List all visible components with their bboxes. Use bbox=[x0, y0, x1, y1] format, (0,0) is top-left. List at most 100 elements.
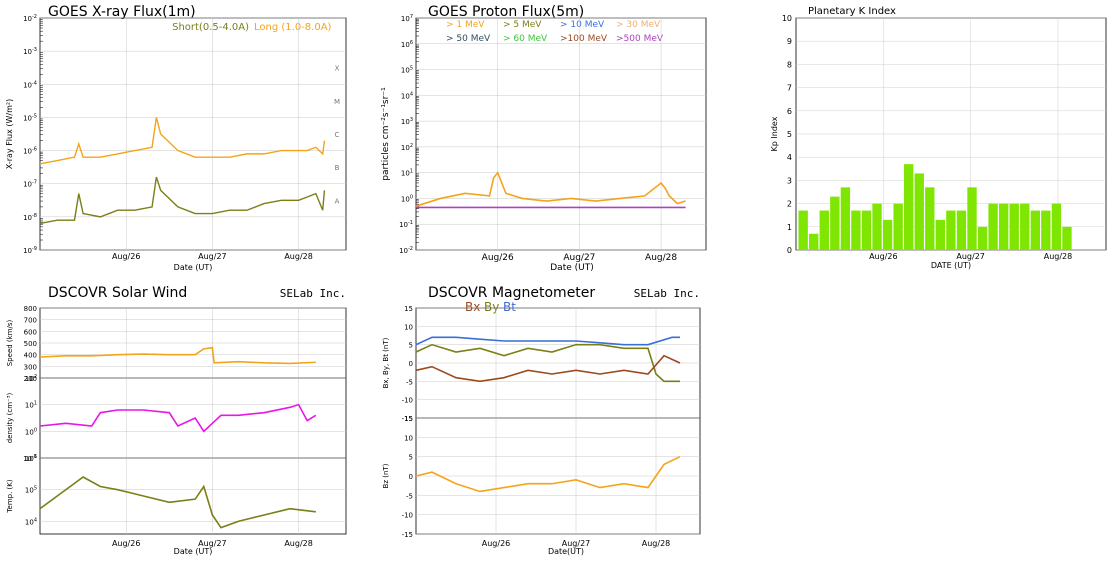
kp-bar bbox=[819, 210, 829, 250]
xray-legend-short: Short(0.5-4.0A) bbox=[172, 22, 249, 33]
solarwind-x-axis: Aug/26 Aug/27 Aug/28 bbox=[112, 539, 313, 548]
kp-y-tick-label: 3 bbox=[787, 176, 792, 185]
kp-ylabel: Kp Index bbox=[770, 116, 779, 151]
solarwind-subplot-frame bbox=[39, 457, 347, 535]
solarwind-y-tick-label: 10-1 bbox=[23, 454, 37, 463]
magnetometer-y-tick-label: -10 bbox=[402, 397, 413, 405]
proton-chart: GOES Proton Flux(5m) > 1 MeV > 5 MeV > 10 … bbox=[381, 4, 707, 272]
kp-x-tick-label: Aug/26 bbox=[869, 252, 898, 261]
proton-title: GOES Proton Flux(5m) bbox=[428, 4, 584, 20]
solarwind-xlabel: Date (UT) bbox=[174, 547, 213, 556]
magnetometer-y-tick-label: -10 bbox=[402, 512, 413, 520]
kp-y-tick-label: 4 bbox=[787, 153, 792, 162]
magnetometer-y-tick-label: 10 bbox=[404, 323, 413, 331]
magnetometer-x-tick-label: Aug/28 bbox=[642, 539, 671, 548]
magnetometer-credit: SELab Inc. bbox=[634, 287, 700, 300]
kp-bar bbox=[904, 164, 914, 250]
kp-bar bbox=[1051, 203, 1062, 250]
xray-y-tick-label: 10-9 bbox=[23, 246, 37, 255]
proton-y-tick-label: 107 bbox=[401, 14, 413, 23]
proton-legend-item: > 10 MeV bbox=[560, 20, 605, 30]
solarwind-y-tick-label: 106 bbox=[25, 454, 37, 463]
kp-y-tick-label: 10 bbox=[782, 14, 792, 23]
magnetometer-y-tick-label: 5 bbox=[409, 454, 413, 462]
mag-legend-bx: Bx bbox=[465, 300, 480, 314]
xray-x-tick-label: Aug/28 bbox=[284, 252, 313, 261]
kp-bar bbox=[1041, 210, 1051, 250]
solarwind-y-tick-label: 200 bbox=[24, 375, 37, 383]
solarwind-subplot-ylabel: Speed (km/s) bbox=[6, 319, 14, 366]
xray-class-label: C bbox=[335, 131, 340, 139]
solarwind-y-tick-label: 104 bbox=[25, 517, 37, 526]
xray-ylabel: X-ray Flux (W/m²) bbox=[5, 99, 14, 169]
xray-class-labels: X M C B A bbox=[334, 65, 340, 206]
kp-bar bbox=[809, 233, 819, 250]
xray-chart: GOES X-ray Flux(1m) Short(0.5-4.0A) Long… bbox=[5, 4, 347, 272]
solarwind-y-tick-label: 700 bbox=[24, 317, 37, 325]
proton-x-tick-label: Aug/28 bbox=[645, 253, 677, 263]
kp-y-tick-label: 7 bbox=[787, 84, 792, 93]
magnetometer-subplots: -15 -10 -5 0 5 10 15 Bx, By, Bt (nT) -15 -10 -5 0 5 1… bbox=[382, 305, 701, 539]
kp-x-tick-label: Aug/27 bbox=[956, 252, 985, 261]
solarwind-series-line bbox=[39, 476, 316, 529]
magnetometer-y-tick-label: -5 bbox=[406, 492, 413, 500]
magnetometer-y-tick-label: 15 bbox=[404, 415, 413, 423]
xray-class-label: B bbox=[335, 164, 340, 172]
proton-y-tick-label: 105 bbox=[401, 66, 413, 75]
solarwind-subplot-ylabel: Temp. (K) bbox=[6, 479, 14, 513]
kp-bar bbox=[935, 219, 946, 250]
kp-bar bbox=[967, 187, 977, 250]
magnetometer-legend: Bx By Bt bbox=[465, 300, 516, 314]
kp-y-tick-label: 6 bbox=[787, 107, 792, 116]
magnetometer-y-tick-label: 15 bbox=[404, 305, 413, 313]
solarwind-y-tick-label: 105 bbox=[25, 486, 37, 495]
proton-plot-area bbox=[415, 17, 707, 251]
proton-legend-item: > 50 MeV bbox=[446, 34, 491, 44]
proton-series-line bbox=[415, 171, 686, 207]
xray-y-tick-label: 10-2 bbox=[23, 14, 37, 23]
xray-series-line bbox=[39, 176, 326, 225]
solarwind-y-tick-label: 500 bbox=[24, 340, 37, 348]
xray-y-axis: 10-9 10-8 10-7 10-6 10-5 10-4 10-3 10-2 bbox=[23, 14, 43, 255]
magnetometer-xlabel: Date(UT) bbox=[548, 547, 584, 556]
proton-y-tick-label: 10-1 bbox=[399, 220, 413, 229]
xray-legend-long: Long (1.0-8.0A) bbox=[254, 22, 332, 33]
kp-title: Planetary K Index bbox=[808, 6, 896, 17]
kp-bars bbox=[798, 164, 1072, 250]
proton-y-tick-label: 106 bbox=[401, 40, 413, 49]
kp-bar bbox=[840, 187, 851, 250]
proton-y-tick-label: 103 bbox=[401, 117, 413, 126]
magnetometer-title: DSCOVR Magnetometer bbox=[428, 285, 595, 301]
kp-bar bbox=[893, 203, 903, 250]
magnetometer-y-tick-label: 10 bbox=[404, 434, 413, 442]
kp-bar bbox=[1020, 203, 1030, 250]
proton-legend: > 1 MeV > 5 MeV > 10 MeV > 30 MeV > 50 MeV > … bbox=[446, 20, 664, 44]
kp-y-tick-label: 2 bbox=[787, 200, 792, 209]
kp-bar bbox=[1062, 226, 1072, 250]
xray-xlabel: Date (UT) bbox=[174, 263, 213, 272]
xray-y-tick-label: 10-7 bbox=[23, 180, 37, 189]
magnetometer-x-tick-label: Aug/26 bbox=[482, 539, 511, 548]
magnetometer-series-line bbox=[415, 343, 680, 383]
solarwind-series-line bbox=[39, 403, 317, 433]
kp-bar bbox=[830, 196, 840, 250]
kp-y-tick-label: 5 bbox=[787, 130, 792, 139]
xray-series-line bbox=[39, 117, 326, 165]
proton-y-axis: 10-2 10-1 100 101 102 103 104 105 106 107 bbox=[399, 14, 419, 255]
kp-x-axis: Aug/26 Aug/27 Aug/28 bbox=[869, 252, 1072, 261]
kp-xlabel: DATE (UT) bbox=[931, 261, 971, 270]
solarwind-subplot-ylabel: density (cm⁻³) bbox=[6, 392, 14, 443]
magnetometer-y-tick-label: -5 bbox=[406, 378, 413, 386]
solarwind-y-tick-label: 600 bbox=[24, 328, 37, 336]
xray-series bbox=[39, 117, 326, 225]
magnetometer-chart: DSCOVR Magnetometer SELab Inc. Bx By Bt … bbox=[382, 285, 701, 556]
solarwind-y-tick-label: 300 bbox=[24, 363, 37, 371]
kp-bar bbox=[914, 173, 924, 250]
proton-y-tick-label: 102 bbox=[401, 143, 413, 152]
proton-ylabel: particles cm⁻²s⁻¹sr⁻¹ bbox=[381, 87, 391, 181]
magnetometer-x-tick-label: Aug/27 bbox=[562, 539, 591, 548]
magnetometer-x-axis: Aug/26 Aug/27 Aug/28 bbox=[482, 539, 671, 548]
xray-legend: Short(0.5-4.0A) Long (1.0-8.0A) bbox=[172, 22, 331, 33]
proton-x-tick-label: Aug/26 bbox=[482, 253, 514, 263]
solarwind-x-tick-label: Aug/28 bbox=[284, 539, 313, 548]
